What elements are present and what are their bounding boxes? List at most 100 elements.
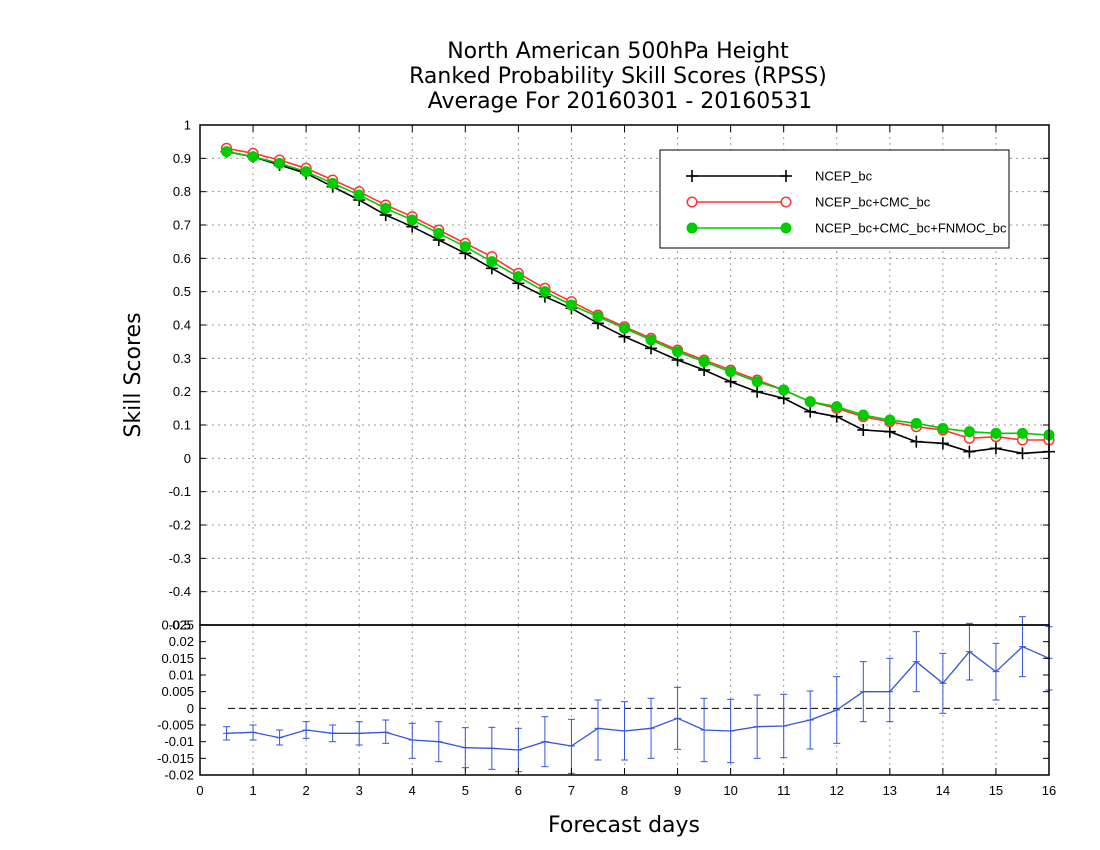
x-tick-label: 9 — [674, 783, 681, 798]
series-3-point — [725, 366, 737, 378]
x-tick-label: 12 — [830, 783, 844, 798]
series-3-point — [406, 214, 418, 226]
bottom-y-tick-label: 0.02 — [169, 634, 194, 649]
series-1-point — [804, 405, 817, 418]
series-1-point — [963, 445, 976, 458]
series-3-point — [619, 322, 630, 334]
series-3-point — [274, 157, 286, 169]
x-tick-label: 10 — [723, 783, 737, 798]
legend: NCEP_bc NCEP_bc+CMC_bc NCEP_bc+CMC_bc+FNMO… — [659, 149, 1010, 249]
top-y-tick-label: -0.2 — [169, 518, 191, 533]
legend-label: NCEP_bc — [815, 169, 873, 184]
series-3-point — [433, 227, 445, 239]
series-3-point — [247, 151, 259, 163]
bottom-y-tick-label: -0.01 — [164, 734, 194, 749]
series-3-point — [512, 271, 524, 283]
series-3-point — [459, 241, 471, 253]
bottom-y-tick-label: -0.005 — [157, 718, 194, 733]
legend-marker-right — [780, 222, 792, 234]
series-3-point — [300, 166, 312, 178]
top-panel-series — [220, 142, 1055, 460]
legend-label: NCEP_bc+CMC_bc — [815, 195, 931, 210]
x-tick-label: 3 — [356, 783, 363, 798]
top-y-tick-label: -0.4 — [169, 584, 191, 599]
series-3-point — [937, 422, 949, 434]
bottom-y-tick-label: 0 — [187, 701, 194, 716]
series-3-point — [751, 376, 763, 388]
series-1-point — [910, 435, 923, 448]
chart-title-line-2: Ranked Probability Skill Scores (RPSS) — [409, 64, 827, 89]
top-y-tick-label: 0.3 — [173, 351, 191, 366]
top-y-tick-label: 0.2 — [173, 384, 191, 399]
series-3-point — [698, 356, 710, 368]
x-tick-label: 2 — [303, 783, 310, 798]
legend-marker-left — [686, 170, 698, 182]
series-3 — [221, 146, 1055, 441]
series-3-point — [963, 426, 975, 438]
x-tick-label: 0 — [196, 783, 203, 798]
legend-marker-right — [780, 196, 792, 208]
series-3-point — [672, 346, 684, 358]
x-tick-label: 15 — [989, 783, 1003, 798]
x-tick-label: 8 — [621, 783, 628, 798]
top-y-tick-label: 1 — [184, 118, 191, 133]
top-y-tick-label: -0.5 — [169, 618, 191, 633]
series-3-point — [353, 189, 365, 201]
series-3-point — [565, 299, 577, 311]
bottom-panel-difference — [223, 616, 1053, 774]
series-1-point — [989, 442, 1002, 455]
error-bar — [408, 722, 416, 759]
series-3-point — [884, 414, 896, 426]
series-3-point — [990, 427, 1002, 439]
x-tick-label: 14 — [936, 783, 950, 798]
x-tick-label: 13 — [883, 783, 897, 798]
legend-marker-left — [686, 196, 698, 208]
series-1-point — [751, 385, 764, 398]
error-bar — [594, 699, 602, 761]
legend-box — [659, 149, 1010, 249]
x-tick-label: 1 — [249, 783, 256, 798]
top-y-tick-label: 0.4 — [173, 318, 191, 333]
x-axis-ticks: 0 1 2 3 4 5 6 7 8 9 10 11 12 13 14 15 16 — [196, 125, 1056, 798]
series-1-point — [936, 437, 949, 450]
series-1-point — [724, 375, 737, 388]
chart-title-line-3: Average For 20160301 - 20160531 — [428, 89, 813, 114]
top-y-tick-label: 0.5 — [173, 284, 191, 299]
x-tick-label: 5 — [462, 783, 469, 798]
series-3-point — [804, 396, 816, 408]
chart-title-line-1: North American 500hPa Height — [447, 39, 789, 64]
y-axis-label: Skill Scores — [121, 312, 146, 437]
top-y-tick-label: 0 — [184, 451, 191, 466]
bottom-y-tick-label: -0.015 — [157, 751, 194, 766]
series-3-point — [857, 409, 869, 421]
bottom-y-tick-label: 0.01 — [169, 668, 194, 683]
top-y-tick-label: 0.1 — [173, 418, 191, 433]
top-panel-y-ticks: -0.5 -0.4 -0.3 -0.2 -0.1 0 0.1 0.2 0.3 0.4 0.5 0.6 0… — [169, 118, 1049, 633]
x-axis-label: Forecast days — [548, 813, 700, 838]
legend-marker-right — [780, 170, 792, 182]
series-3-point — [539, 286, 551, 298]
series-1-point — [1016, 447, 1029, 460]
bottom-y-tick-label: -0.02 — [164, 768, 194, 783]
legend-marker-left — [686, 222, 698, 234]
bottom-y-tick-label: 0.015 — [161, 651, 194, 666]
series-3-point — [592, 311, 604, 323]
series-1-point — [857, 424, 870, 436]
series-3-point — [645, 334, 657, 346]
legend-entry-1: NCEP_bc — [686, 169, 873, 184]
series-3-point — [380, 202, 392, 214]
difference-line — [226, 645, 1050, 751]
bottom-panel-grid — [228, 625, 1049, 775]
series-3-point — [910, 417, 922, 429]
bottom-y-tick-label: 0.025 — [161, 618, 194, 633]
x-tick-label: 4 — [409, 783, 416, 798]
top-y-tick-label: 0.7 — [173, 218, 191, 233]
legend-entry-2: NCEP_bc+CMC_bc — [686, 195, 931, 210]
x-tick-label: 11 — [777, 783, 791, 798]
top-y-tick-label: 0.6 — [173, 251, 191, 266]
series-3-point — [327, 177, 339, 189]
series-1-line — [226, 150, 1050, 455]
series-3-point — [221, 146, 233, 158]
top-y-tick-label: 0.9 — [173, 151, 191, 166]
